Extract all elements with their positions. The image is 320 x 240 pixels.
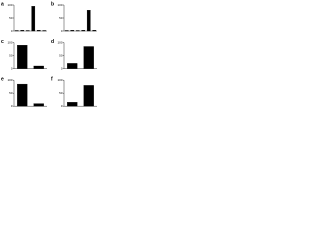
bar [17,45,28,69]
panel-label: d [51,39,54,45]
bar [70,30,75,32]
bar [31,6,36,32]
y-tick-label: 100 [7,3,12,7]
bar [86,10,91,32]
bar [92,30,97,32]
y-tick-label: 100 [57,40,62,44]
y-tick-label: 0 [11,66,13,70]
bar [33,65,44,69]
bar [67,63,78,69]
bar [83,46,94,69]
panel-label: f [51,77,53,83]
bar [14,30,19,32]
y-tick-label: 0 [61,29,63,33]
bar [33,103,44,107]
y-tick-label: 100 [57,78,62,82]
panel-label: b [51,1,54,7]
panel-label: c [1,39,4,45]
y-tick-label: 50 [59,91,63,95]
bar [36,30,41,32]
y-tick-label: 50 [9,91,13,95]
panel-label: e [1,77,4,83]
y-tick-label: 0 [61,104,63,108]
y-tick-label: 0 [11,104,13,108]
panel-label: a [1,1,4,7]
y-tick-label: 50 [59,16,63,20]
bar [42,30,47,32]
bar [17,83,28,107]
bar [75,30,80,32]
y-tick-label: 50 [9,53,13,57]
y-tick-label: 50 [9,16,13,20]
y-tick-label: 100 [57,3,62,7]
y-tick-label: 100 [7,78,12,82]
bar [20,30,25,32]
y-tick-label: 50 [59,53,63,57]
y-tick-label: 0 [11,29,13,33]
y-tick-label: 0 [61,66,63,70]
y-tick-label: 100 [7,40,12,44]
bar [64,30,69,32]
bar [67,102,78,107]
bar [83,85,94,107]
bar [25,30,30,32]
bar [81,30,86,32]
